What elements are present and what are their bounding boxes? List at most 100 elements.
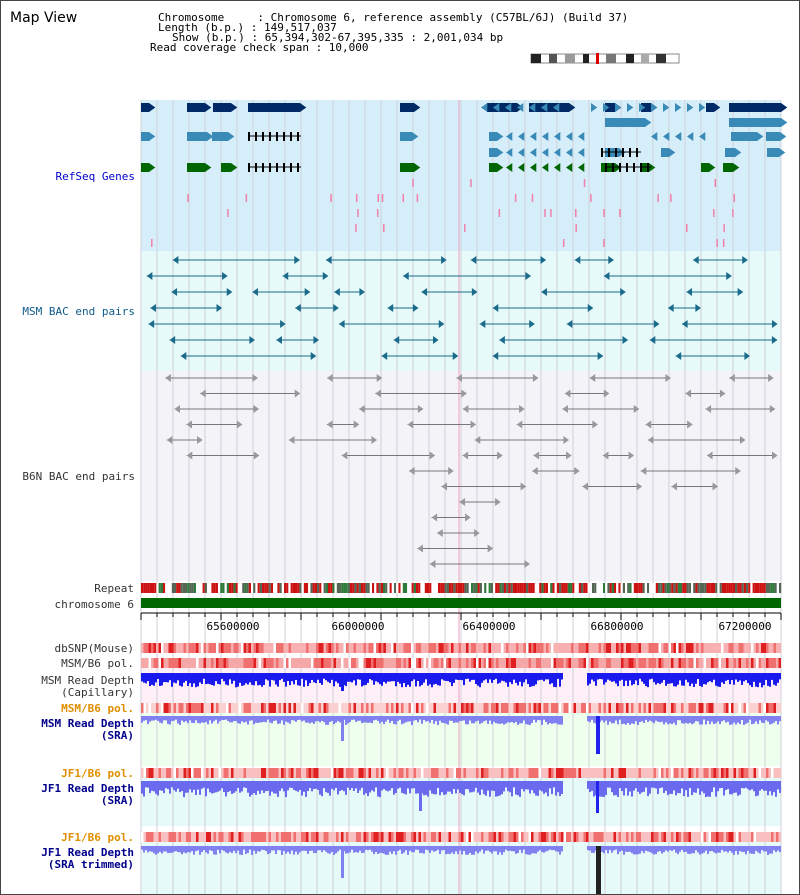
jf1-pol2-cell	[436, 832, 439, 842]
track-label-msm-bac[interactable]: MSM BAC end pairs	[22, 305, 135, 318]
msm-cap-depth-bar	[479, 673, 481, 688]
jf1-pol2-cell	[551, 832, 554, 842]
msm-cap-depth-bar	[751, 673, 753, 688]
repeat-element	[165, 583, 168, 593]
msm-cap-depth-bar	[391, 673, 393, 682]
track-label-jf1-pol-2[interactable]: JF1/B6 pol.	[61, 831, 134, 844]
dbsnp-cell	[266, 643, 269, 653]
msm-sra-depth-bar	[145, 716, 147, 721]
bac-end-marker	[452, 352, 459, 360]
msm-pol-cell	[173, 658, 176, 668]
msm-cap-depth-bar	[519, 673, 521, 682]
jf1-pol2-cell	[586, 832, 589, 842]
bac-end-marker	[186, 420, 193, 429]
msm-sra-depth-bar	[247, 716, 249, 725]
repeat-element	[343, 583, 346, 593]
track-label-jf1-depth-sra[interactable]: JF1 Read Depth	[41, 782, 134, 795]
msm-cap-depth-bar	[421, 673, 423, 685]
jf1-sra-depth-bar	[343, 781, 345, 792]
jf1-pol2-cell	[491, 832, 494, 842]
repeat-element	[763, 583, 766, 593]
msm-sra-depth-bar	[733, 716, 735, 723]
track-label-msm-pol-1[interactable]: MSM/B6 pol.	[61, 657, 134, 670]
jf1-trim-depth-bar	[293, 846, 295, 855]
jf1-trim-depth-bar	[613, 846, 615, 851]
msm-pol-cell	[721, 658, 724, 668]
repeat-element	[539, 583, 542, 593]
jf1-sra-depth-bar	[623, 781, 625, 796]
track-label-msm-depth-cap[interactable]: MSM Read Depth	[41, 674, 134, 687]
track-label-dbsnp[interactable]: dbSNP(Mouse)	[54, 642, 134, 655]
msm-pol2-cell	[458, 703, 461, 713]
msm-pol-cell	[723, 658, 726, 668]
repeat-element	[174, 583, 177, 593]
jf1-sra-depth-bar	[357, 781, 359, 793]
bac-end-marker	[742, 256, 748, 264]
jf1-pol-cell	[386, 768, 389, 778]
msm-sra-depth-bar	[743, 716, 745, 725]
jf1-pol-cell	[413, 768, 416, 778]
track-label-b6n-bac[interactable]: B6N BAC end pairs	[22, 470, 135, 483]
jf1-sra-depth-bar	[501, 781, 503, 795]
bac-end-marker	[322, 272, 329, 280]
repeat-element	[477, 583, 480, 593]
track-label-jf1-depth-trim[interactable]: JF1 Read Depth	[41, 846, 134, 859]
jf1-pol2-cell	[753, 832, 756, 842]
jf1-sra-depth-bar	[707, 781, 709, 797]
dbsnp-cell	[768, 643, 771, 653]
jf1-pol-cell	[738, 768, 741, 778]
jf1-trim-depth-bar	[421, 846, 423, 854]
dbsnp-cell	[541, 643, 544, 653]
msm-sra-depth-bar	[269, 716, 271, 723]
jf1-trim-depth-bar	[529, 846, 531, 855]
dbsnp-cell	[703, 643, 706, 653]
msm-cap-depth-bar	[775, 673, 777, 686]
track-label-repeat[interactable]: Repeat	[94, 582, 134, 595]
jf1-pol2-cell	[218, 832, 221, 842]
small-rna-mark	[416, 194, 419, 202]
track-label-jf1-pol-1[interactable]: JF1/B6 pol.	[61, 767, 134, 780]
msm-sra-depth-bar	[605, 716, 607, 721]
jf1-pol2-cell	[663, 832, 666, 842]
jf1-pol-cell	[186, 768, 189, 778]
track-label-refseq[interactable]: RefSeq Genes	[55, 170, 135, 183]
msm-cap-depth-bar	[661, 673, 663, 683]
jf1-trim-depth-bar	[665, 846, 667, 851]
repeat-element	[706, 583, 709, 593]
msm-sra-depth-bar	[379, 716, 381, 724]
jf1-trim-depth-bar	[487, 846, 489, 851]
msm-pol-cell	[398, 658, 401, 668]
gene-strand-arrow	[493, 103, 500, 112]
jf1-pol-cell	[366, 768, 369, 778]
msm-pol-cell	[168, 658, 171, 668]
jf1-trim-depth-bar	[625, 846, 627, 852]
repeat-element	[279, 583, 282, 593]
jf1-trim-depth-bar	[511, 846, 513, 852]
jf1-trim-depth-bar	[173, 846, 175, 852]
jf1-sra-depth-bar	[463, 781, 465, 796]
msm-pol-cell	[313, 658, 316, 668]
msm-cap-depth-bar	[521, 673, 523, 687]
jf1-trim-depth-bar	[707, 846, 709, 854]
gene-strand-arrow	[566, 163, 573, 172]
msm-sra-depth-bar	[533, 716, 535, 720]
msm-sra-depth-bar	[299, 716, 301, 720]
repeat-element	[350, 583, 353, 593]
jf1-pol2-cell	[568, 832, 571, 842]
repeat-element	[631, 583, 634, 593]
msm-cap-depth-bar	[461, 673, 463, 681]
jf1-pol2-cell	[173, 832, 176, 842]
jf1-sra-depth-bar	[713, 781, 715, 788]
jf1-sra-depth-bar	[275, 781, 277, 794]
bac-end-marker	[197, 436, 203, 444]
msm-cap-depth-bar	[361, 673, 363, 687]
msm-pol2-cell	[601, 703, 604, 713]
track-label-msm-depth-sra[interactable]: MSM Read Depth	[41, 717, 134, 730]
track-label-msm-pol-2[interactable]: MSM/B6 pol.	[61, 702, 134, 715]
msm-pol-cell	[423, 658, 426, 668]
msm-pol2-cell	[733, 703, 736, 713]
repeat-element	[669, 583, 672, 593]
jf1-sra-depth-bar	[683, 781, 685, 797]
jf1-pol-cell	[198, 768, 201, 778]
msm-pol-cell	[638, 658, 641, 668]
